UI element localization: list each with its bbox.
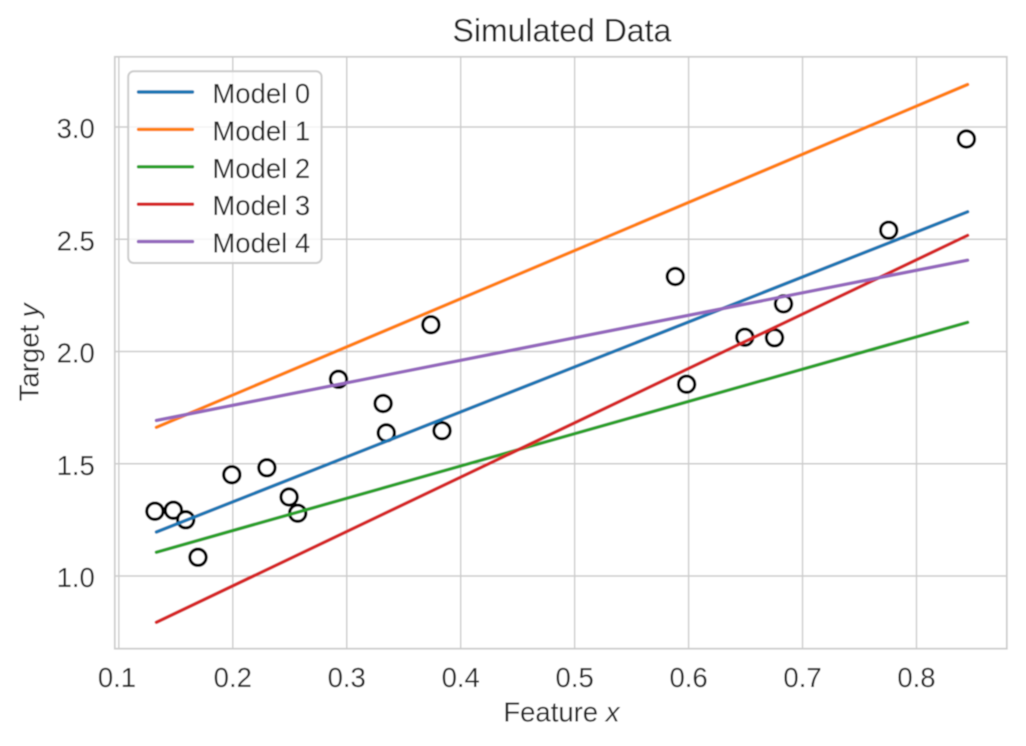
svg-text:0.6: 0.6	[669, 662, 707, 693]
svg-text:0.4: 0.4	[442, 662, 480, 693]
svg-text:Model 3: Model 3	[212, 190, 310, 221]
svg-text:Target y: Target y	[14, 301, 45, 401]
svg-text:2.0: 2.0	[57, 338, 95, 369]
svg-text:Model 2: Model 2	[212, 153, 310, 184]
svg-text:Feature x: Feature x	[503, 697, 620, 728]
svg-text:0.8: 0.8	[897, 662, 935, 693]
svg-text:0.5: 0.5	[556, 662, 594, 693]
svg-text:0.3: 0.3	[328, 662, 366, 693]
svg-text:Simulated Data: Simulated Data	[453, 13, 672, 49]
svg-text:1.5: 1.5	[57, 450, 95, 481]
svg-text:3.0: 3.0	[57, 113, 95, 144]
svg-text:2.5: 2.5	[57, 225, 95, 256]
svg-text:Model 4: Model 4	[212, 228, 310, 259]
svg-text:Model 0: Model 0	[212, 78, 310, 109]
svg-text:Model 1: Model 1	[212, 115, 310, 146]
svg-text:0.1: 0.1	[98, 662, 136, 693]
svg-text:0.2: 0.2	[214, 662, 252, 693]
svg-text:1.0: 1.0	[57, 562, 95, 593]
svg-text:0.7: 0.7	[783, 662, 821, 693]
